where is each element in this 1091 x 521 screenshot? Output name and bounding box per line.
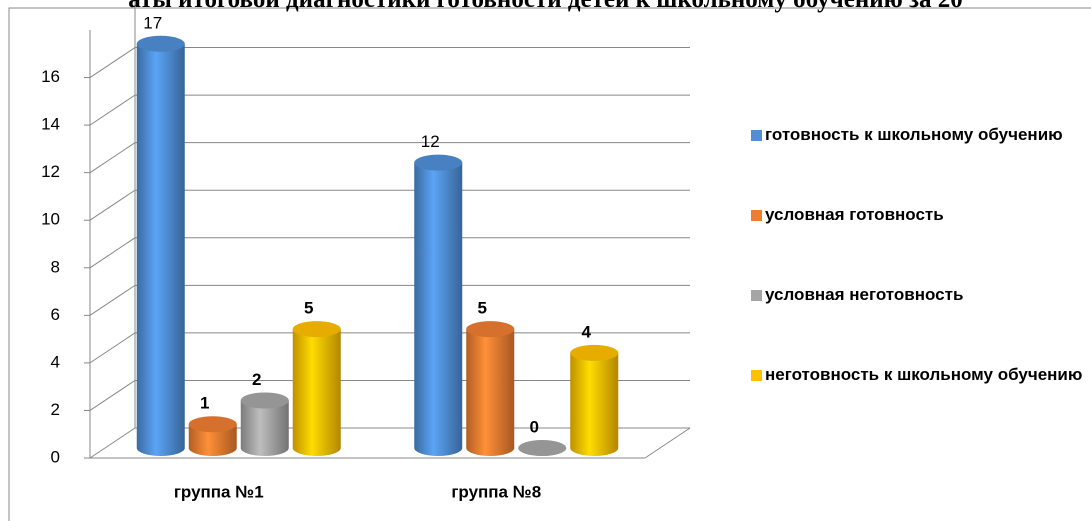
bar (570, 344, 619, 456)
data-label: 5 (304, 299, 313, 318)
legend-label: готовность к школьному обучению (765, 125, 1063, 144)
y-tick-label: 0 (51, 447, 60, 466)
legend-swatch (751, 370, 762, 381)
bar (136, 35, 185, 457)
bar (292, 321, 341, 456)
bar (414, 154, 463, 456)
legend-swatch (751, 210, 762, 221)
cylinder-top (466, 321, 515, 338)
data-label: 0 (530, 417, 539, 436)
cylinder-top (136, 35, 185, 52)
data-label: 12 (421, 132, 440, 151)
grid-line (89, 237, 690, 269)
y-tick-label: 6 (51, 305, 60, 324)
data-label: 5 (478, 299, 487, 318)
bar (240, 392, 289, 456)
grid-line (89, 189, 690, 221)
legend-item: условная готовность (743, 200, 1088, 280)
cylinder-top (188, 416, 237, 433)
y-tick-label: 14 (41, 115, 60, 134)
cylinder-top (414, 154, 463, 171)
legend-label: неготовность к школьному обучению (765, 365, 1083, 384)
cylinder-body (188, 424, 237, 456)
y-tick-label: 12 (41, 162, 60, 181)
y-tick-label: 8 (51, 257, 60, 276)
data-label: 2 (252, 370, 261, 389)
data-label: 4 (582, 322, 592, 341)
cylinder-top (292, 321, 341, 338)
grid-line (89, 284, 690, 316)
legend: готовность к школьному обучению условная … (743, 120, 1088, 440)
cylinder-body (292, 329, 341, 456)
legend-label: условная неготовность (765, 285, 964, 304)
cylinder-top (518, 440, 567, 456)
cylinder-top (240, 392, 289, 409)
data-label: 1 (200, 394, 209, 413)
legend-swatch (751, 130, 762, 141)
y-tick-label: 2 (51, 400, 60, 419)
chart-border (8, 7, 1091, 521)
legend-item: неготовность к школьному обучению (743, 360, 1088, 440)
bar (188, 416, 237, 456)
y-tick-label: 16 (41, 67, 60, 86)
legend-item: условная неготовность (743, 280, 1088, 360)
bar (466, 321, 515, 456)
cylinder-body (240, 400, 289, 456)
data-label: 17 (143, 13, 162, 32)
grid-line (89, 47, 690, 78)
cylinder-body (570, 352, 619, 456)
x-tick-label: группа №1 (174, 482, 264, 501)
y-tick-label: 4 (51, 352, 60, 371)
bar (518, 440, 567, 456)
axis (644, 427, 691, 459)
cylinder-top (570, 344, 619, 361)
legend-label: условная готовность (765, 205, 944, 224)
legend-swatch (751, 290, 762, 301)
legend-item: готовность к школьному обучению (743, 120, 1088, 200)
cylinder-body (414, 162, 463, 456)
grid-line (89, 142, 690, 174)
chart-title: аты итоговой диагностики готовности дете… (0, 0, 1091, 14)
y-tick-label: 10 (41, 210, 60, 229)
cylinder-body (466, 329, 515, 456)
cylinder-body (136, 43, 185, 457)
x-tick-label: группа №8 (451, 482, 541, 501)
grid-line (89, 94, 690, 126)
